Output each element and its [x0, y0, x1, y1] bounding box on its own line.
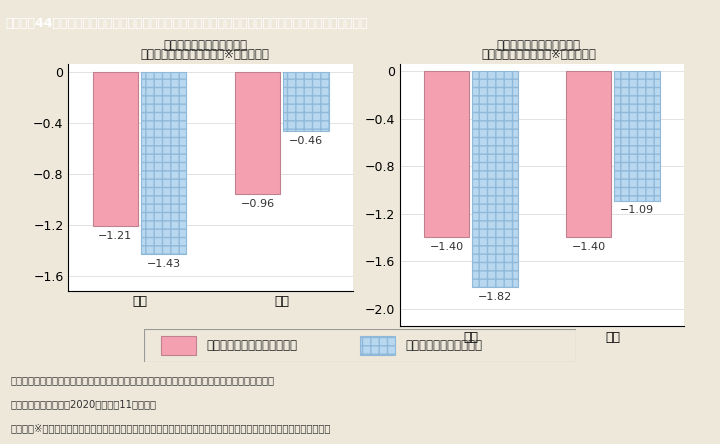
- Text: −1.43: −1.43: [147, 259, 181, 269]
- Bar: [141, 72, 186, 254]
- Text: 家族と過ごす時間が増加: 家族と過ごす時間が増加: [405, 339, 482, 352]
- Text: 家族と過ごす時間の変化と: 家族と過ごす時間の変化と: [163, 40, 247, 52]
- Text: −0.96: −0.96: [240, 199, 274, 209]
- Text: ※「感染症拡大前」と「感染症影響下」の子育てのしやすさ満足度，満足度（生活全体）を数値化したもの。: ※「感染症拡大前」と「感染症影響下」の子育てのしやすさ満足度，満足度（生活全体）…: [11, 423, 331, 433]
- FancyBboxPatch shape: [161, 336, 196, 354]
- Text: 「子育てのしやすさ満足度※」の低下幅: 「子育てのしやすさ満足度※」の低下幅: [141, 48, 269, 61]
- Bar: [424, 71, 469, 238]
- Text: ２．令和２（2020）年９月11日公表。: ２．令和２（2020）年９月11日公表。: [11, 400, 157, 410]
- Bar: [235, 72, 280, 194]
- Text: 家族と過ごす時間の変化と: 家族と過ごす時間の変化と: [497, 40, 580, 52]
- Text: Ｉ－特－44図　家族と過ごす時間の変化と「子育てのしやすさ満足度」・「満足度（生活全体）」の変化: Ｉ－特－44図 家族と過ごす時間の変化と「子育てのしやすさ満足度」・「満足度（生…: [6, 17, 368, 30]
- Text: −1.82: −1.82: [478, 292, 512, 302]
- Bar: [614, 71, 660, 201]
- Text: −1.09: −1.09: [620, 206, 654, 215]
- Text: −1.40: −1.40: [572, 242, 606, 252]
- Bar: [472, 71, 518, 287]
- Text: −0.46: −0.46: [289, 135, 323, 146]
- Text: −1.21: −1.21: [98, 231, 132, 241]
- Text: （備考）１．内閣府「満足度・生活の質に関する調査」に関する第４次報告書」より引用・作成。: （備考）１．内閣府「満足度・生活の質に関する調査」に関する第４次報告書」より引用…: [11, 375, 275, 385]
- Text: 「満足度（生活全体）※」の低下幅: 「満足度（生活全体）※」の低下幅: [481, 48, 596, 61]
- Bar: [93, 72, 138, 226]
- FancyBboxPatch shape: [360, 336, 395, 354]
- Bar: [566, 71, 611, 238]
- Text: −1.40: −1.40: [429, 242, 464, 252]
- Text: 家族と過ごす時間が変化せず: 家族と過ごす時間が変化せず: [207, 339, 297, 352]
- Bar: [283, 72, 328, 131]
